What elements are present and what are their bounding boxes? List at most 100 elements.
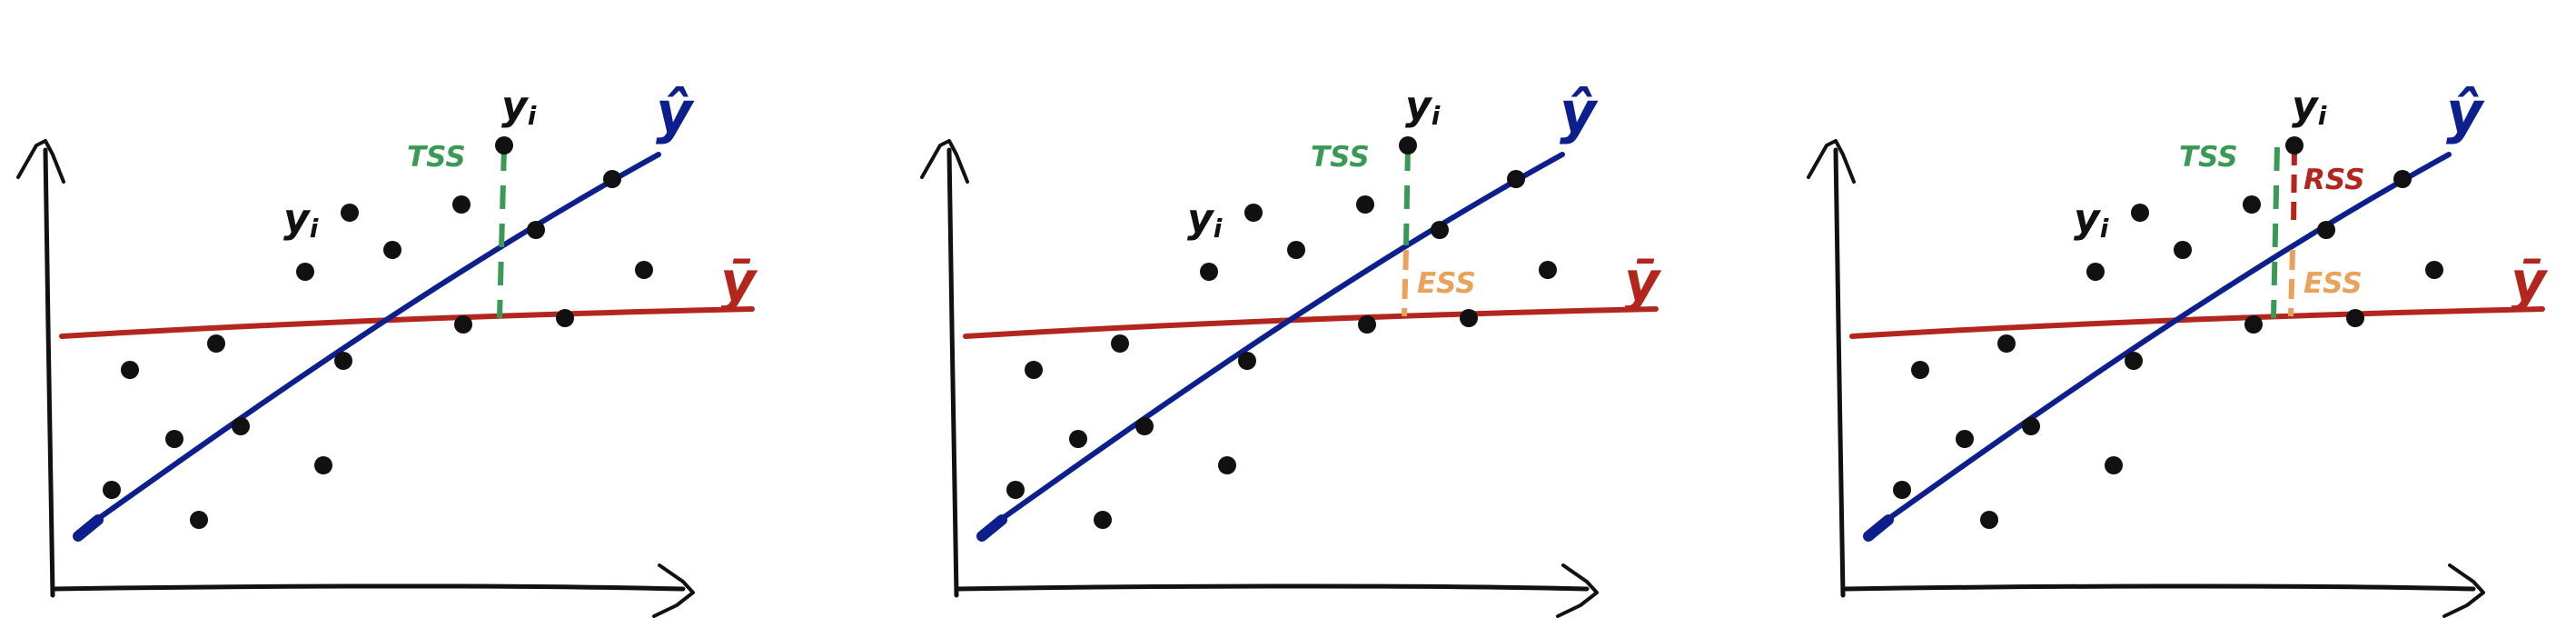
axes <box>1807 139 2485 618</box>
tss-segment <box>1403 146 1411 246</box>
yhat-label: ŷ <box>656 79 695 145</box>
data-point <box>1238 352 1256 370</box>
ybar-label: ȳ <box>720 250 758 314</box>
data-point <box>1244 204 1263 222</box>
axes <box>16 139 695 618</box>
data-point <box>383 241 401 259</box>
tss-segment <box>497 146 507 319</box>
yi-label: yi <box>1405 83 1441 131</box>
fit-line-start <box>976 514 1007 542</box>
mean-line <box>963 306 1659 339</box>
data-point <box>2086 263 2105 281</box>
data-point <box>495 136 513 155</box>
tss-segment <box>2271 146 2280 319</box>
data-point <box>1399 136 1417 155</box>
data-point <box>314 456 332 474</box>
data-point <box>2243 195 2261 214</box>
data-point <box>2105 456 2123 474</box>
data-point <box>1358 315 1376 334</box>
yhat-label: ŷ <box>1560 79 1599 145</box>
panel-tss-ess: yi yi ŷ ȳ TSS ESS <box>920 79 1662 618</box>
data-point <box>232 417 250 435</box>
data-points <box>103 136 653 529</box>
data-point <box>1507 170 1525 188</box>
x-axis <box>50 583 686 592</box>
x-axis-arrowhead <box>1556 563 1599 618</box>
data-point <box>454 315 472 334</box>
fit-line-start <box>1863 514 1894 542</box>
x-axis <box>1840 583 2476 592</box>
data-point <box>1287 241 1305 259</box>
data-point <box>1356 195 1374 214</box>
data-point <box>341 204 359 222</box>
data-point <box>334 352 352 370</box>
data-point <box>1893 481 1911 499</box>
data-point <box>1980 511 1998 529</box>
data-point <box>603 170 621 188</box>
data-point <box>1200 263 1218 281</box>
y-axis <box>1833 147 1846 598</box>
data-point <box>165 430 183 448</box>
yi-label: yi <box>2292 83 2327 131</box>
ess-label: ESS <box>1417 267 1476 300</box>
data-point <box>452 195 471 214</box>
tss-label: TSS <box>407 141 466 174</box>
data-point <box>2125 352 2143 370</box>
fit-line <box>981 152 1565 534</box>
data-point <box>527 221 545 239</box>
fit-line <box>1868 152 2452 534</box>
rss-label: RSS <box>2304 164 2364 196</box>
data-point <box>1006 481 1025 499</box>
data-point <box>2425 261 2443 279</box>
x-axis-arrowhead <box>2442 563 2485 618</box>
y-axis-arrowhead <box>1807 139 1856 184</box>
y-axis <box>946 147 959 598</box>
data-point <box>1218 456 1236 474</box>
mean-line <box>1849 306 2545 339</box>
axes <box>920 139 1599 618</box>
labels: yi yi ŷ ȳ TSS <box>283 79 758 314</box>
data-point <box>1135 417 1154 435</box>
data-point <box>556 309 574 327</box>
tss-label: TSS <box>1311 141 1370 174</box>
data-point <box>121 361 139 379</box>
labels: yi yi ŷ ȳ TSS RSS ESS <box>2074 79 2549 314</box>
x-axis <box>954 583 1590 592</box>
data-point <box>2346 309 2364 327</box>
data-point <box>1460 309 1478 327</box>
data-point <box>2393 170 2412 188</box>
data-point <box>2244 315 2263 334</box>
data-point <box>1111 334 1129 353</box>
data-point <box>1539 261 1557 279</box>
data-point <box>190 511 208 529</box>
data-point <box>1431 221 1449 239</box>
fit-line-start <box>73 514 104 542</box>
data-point <box>2285 136 2304 155</box>
tss-label: TSS <box>2179 141 2238 174</box>
data-point <box>2022 417 2040 435</box>
y-axis-arrowhead <box>920 139 969 184</box>
ess-label: ESS <box>2304 267 2363 300</box>
data-point <box>635 261 653 279</box>
yi-label: yi <box>1187 195 1223 244</box>
data-point <box>2317 221 2335 239</box>
data-point <box>1025 361 1043 379</box>
ess-segment <box>2288 249 2295 317</box>
ybar-label: ȳ <box>2511 250 2549 314</box>
data-points <box>1006 136 1557 529</box>
data-point <box>2174 241 2192 259</box>
data-point <box>1069 430 1087 448</box>
yhat-label: ŷ <box>2446 79 2485 145</box>
data-point <box>1094 511 1112 529</box>
data-point <box>296 263 314 281</box>
x-axis-arrowhead <box>652 563 695 618</box>
yi-label: yi <box>501 83 537 131</box>
panel-tss-ess-rss: yi yi ŷ ȳ TSS RSS ESS <box>1807 79 2549 618</box>
yi-label: yi <box>283 195 319 244</box>
data-points <box>1893 136 2443 529</box>
fit-line <box>77 152 661 534</box>
labels: yi yi ŷ ȳ TSS ESS <box>1187 79 1662 314</box>
y-axis <box>43 147 55 598</box>
y-axis-arrowhead <box>16 139 65 184</box>
